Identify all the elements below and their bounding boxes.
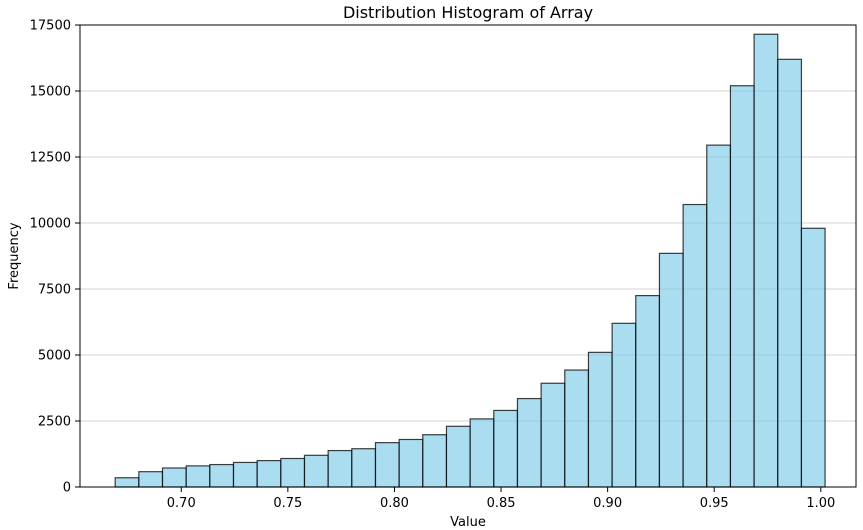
histogram-bar-27 — [753, 33, 779, 488]
histogram-bar-24 — [682, 203, 708, 488]
histogram-bar-9 — [327, 449, 353, 488]
histogram-bar-13 — [422, 434, 448, 488]
y-tick-label-0: 0 — [63, 481, 71, 496]
y-tick-label-3: 7500 — [38, 283, 71, 298]
histogram-bar-16 — [493, 409, 519, 488]
y-tick-label-1: 2500 — [38, 415, 71, 430]
histogram-bar-26 — [729, 85, 755, 488]
histogram-bar-7 — [280, 457, 306, 488]
histogram-bar-23 — [658, 252, 684, 488]
histogram-bar-11 — [374, 442, 400, 488]
histogram-bar-14 — [445, 425, 471, 488]
x-tick-label-6: 1.00 — [806, 496, 835, 511]
histogram-bar-0 — [114, 477, 140, 488]
y-tick-label-4: 10000 — [30, 217, 71, 232]
histogram-bar-4 — [209, 463, 235, 488]
grid-lines — [80, 24, 856, 488]
histogram-bar-10 — [351, 448, 377, 488]
histogram-bar-20 — [587, 351, 613, 488]
y-tick-label-7: 17500 — [30, 19, 71, 34]
histogram-bar-5 — [232, 461, 258, 488]
y-tick-label-5: 12500 — [30, 151, 71, 166]
histogram-bar-25 — [706, 144, 732, 488]
x-axis-label: Value — [450, 515, 486, 530]
plot-frame — [79, 24, 857, 488]
y-axis-ticks: 0 2500 5000 7500 10000 12500 15000 17500 — [30, 19, 80, 496]
histogram-bar-12 — [398, 438, 424, 488]
histogram-bar-19 — [564, 369, 590, 488]
histogram-bar-1 — [138, 471, 164, 488]
histogram-bar-15 — [469, 418, 495, 488]
histogram-bars — [114, 33, 826, 488]
histogram-bar-22 — [635, 295, 661, 488]
x-tick-label-4: 0.90 — [593, 496, 622, 511]
histogram-bar-29 — [800, 227, 826, 488]
x-tick-label-1: 0.75 — [273, 496, 302, 511]
chart-title: Distribution Histogram of Array — [343, 3, 593, 22]
x-tick-label-2: 0.80 — [380, 496, 409, 511]
histogram-bar-2 — [161, 467, 187, 488]
histogram-bar-28 — [777, 58, 803, 488]
histogram-bar-21 — [611, 322, 637, 488]
y-tick-label-6: 15000 — [30, 85, 71, 100]
y-axis-label: Frequency — [7, 222, 22, 289]
x-tick-label-0: 0.70 — [167, 496, 196, 511]
histogram-bar-18 — [540, 382, 566, 488]
x-axis-ticks: 0.70 0.75 0.80 0.85 0.90 0.95 1.00 — [167, 487, 835, 511]
histogram-bar-6 — [256, 460, 282, 488]
x-tick-label-3: 0.85 — [487, 496, 516, 511]
x-tick-label-5: 0.95 — [700, 496, 729, 511]
y-tick-label-2: 5000 — [38, 349, 71, 364]
histogram-bar-17 — [516, 397, 542, 488]
histogram-bar-3 — [185, 465, 211, 488]
histogram-bar-8 — [303, 454, 329, 488]
